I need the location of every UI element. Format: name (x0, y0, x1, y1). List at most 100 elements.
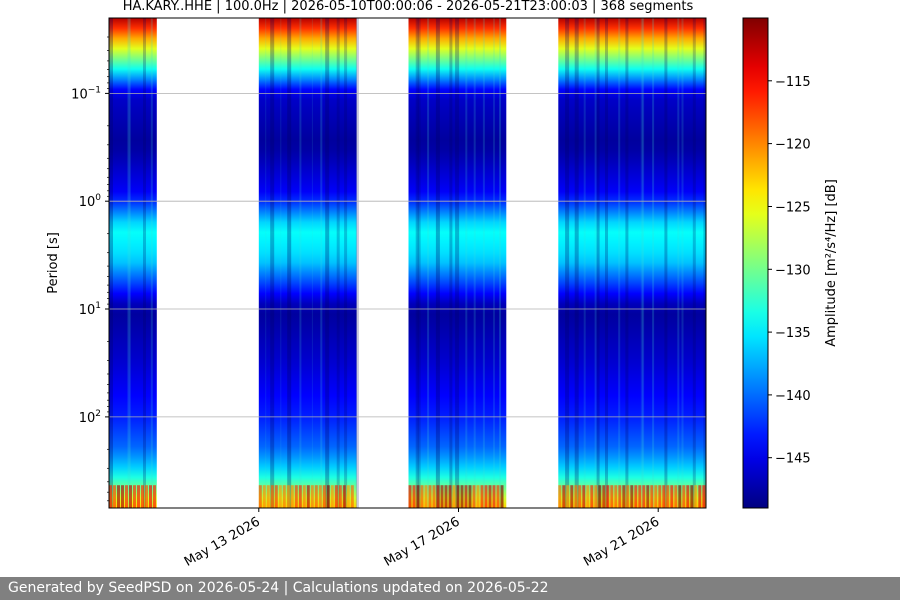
long-period-cell (334, 485, 338, 508)
segment-stripe (574, 18, 579, 508)
chart-title: HA.KARY..HHE | 100.0Hz | 2026-05-10T00:0… (122, 0, 694, 14)
long-period-cell (484, 485, 488, 508)
long-period-cell (464, 485, 468, 508)
long-period-cell (444, 485, 448, 508)
segment-stripe (355, 18, 359, 508)
segment-stripe (128, 18, 131, 508)
long-period-cell (408, 485, 412, 508)
long-period-cell (266, 485, 270, 508)
segment-stripe (109, 18, 113, 508)
segment-stripe (336, 18, 340, 508)
segment-stripe (499, 18, 501, 508)
data-block (109, 18, 157, 508)
x-axis: May 13 2026 May 17 2026 May 21 2026 (182, 508, 662, 570)
long-period-cell (428, 485, 432, 508)
footer-bar: Generated by SeedPSD on 2026-05-24 | Cal… (0, 577, 900, 600)
long-period-cell (638, 485, 642, 508)
segment-stripe (435, 18, 440, 508)
long-period-cell (436, 485, 440, 508)
long-period-cell (702, 485, 706, 508)
long-period-cell (618, 485, 622, 508)
colorbar-gradient (742, 17, 769, 509)
segment-stripe (415, 18, 419, 508)
long-period-cell (330, 485, 334, 508)
segment-stripe (652, 18, 655, 508)
long-period-cell (662, 485, 666, 508)
long-period-cell (614, 485, 618, 508)
long-period-cell (496, 485, 500, 508)
spectrogram-image (109, 18, 707, 508)
long-period-cell (562, 485, 566, 508)
segment-stripe (692, 18, 696, 508)
segment-stripe (127, 18, 130, 508)
long-period-cell (674, 485, 678, 508)
long-period-cell (278, 485, 282, 508)
x-tick-label: May 17 2026 (382, 514, 463, 569)
long-period-cell (698, 485, 702, 508)
long-period-cell (686, 485, 690, 508)
data-block (558, 18, 706, 508)
long-period-cell (121, 485, 124, 508)
long-period-cell (472, 485, 476, 508)
segment-stripe (455, 18, 460, 508)
long-period-cell (476, 485, 480, 508)
segment-stripe (625, 18, 629, 508)
long-period-cell (440, 485, 444, 508)
long-period-cell (598, 485, 602, 508)
long-period-cell (602, 485, 606, 508)
long-period-cell (416, 485, 420, 508)
long-period-cell (558, 485, 562, 508)
segment-stripe (594, 18, 597, 508)
colorbar-tick-label: −120 (775, 138, 811, 153)
long-period-cell (626, 485, 630, 508)
long-period-cell (302, 485, 306, 508)
long-period-cell (338, 485, 342, 508)
colorbar: −115 −120 −125 −130 −135 −140 −145 (742, 17, 811, 509)
long-period-cell (109, 485, 112, 508)
long-period-cell (117, 485, 120, 508)
long-period-cell (666, 485, 670, 508)
long-period-cell (654, 485, 658, 508)
long-period-cell (460, 485, 464, 508)
long-period-cell (658, 485, 662, 508)
grid-lines (109, 93, 706, 418)
long-period-cell (129, 485, 132, 508)
long-period-cell (306, 485, 310, 508)
footer-text: Generated by SeedPSD on 2026-05-24 | Cal… (8, 580, 549, 596)
segment-stripe (325, 18, 330, 508)
segment-stripe (596, 18, 600, 508)
x-tick-label: May 21 2026 (581, 514, 662, 569)
long-period-cell (590, 485, 594, 508)
data-block (408, 18, 507, 508)
long-period-cell (574, 485, 578, 508)
segment-stripe (703, 18, 707, 508)
long-period-cell (145, 485, 148, 508)
long-period-cell (432, 485, 436, 508)
long-period-cell (670, 485, 674, 508)
long-period-cell (578, 485, 582, 508)
long-period-cell (282, 485, 286, 508)
y-axis-label: Period [s] (46, 232, 61, 294)
segment-stripe (664, 18, 668, 508)
segment-stripe (280, 18, 282, 508)
colorbar-label: Amplitude [m²/s⁴/Hz] [dB] (824, 179, 839, 347)
long-period-cell (125, 485, 128, 508)
segment-stripe (473, 18, 476, 508)
segment-stripe (287, 18, 292, 508)
colorbar-tick-label: −140 (775, 389, 811, 404)
long-period-cell (694, 485, 698, 508)
data-block (258, 18, 357, 508)
y-tick-label: 101 (79, 301, 101, 318)
long-period-cell (424, 485, 428, 508)
segment-stripe (320, 18, 323, 508)
segment-stripe (449, 18, 453, 508)
long-period-cell (294, 485, 298, 508)
long-period-cell (274, 485, 278, 508)
segment-stripe (150, 18, 153, 508)
long-period-cell (448, 485, 452, 508)
segment-stripe (417, 18, 421, 508)
long-period-cell (270, 485, 274, 508)
segment-stripe (681, 18, 684, 508)
colorbar-tick-label: −145 (775, 452, 811, 467)
colorbar-tick-label: −125 (775, 201, 811, 216)
